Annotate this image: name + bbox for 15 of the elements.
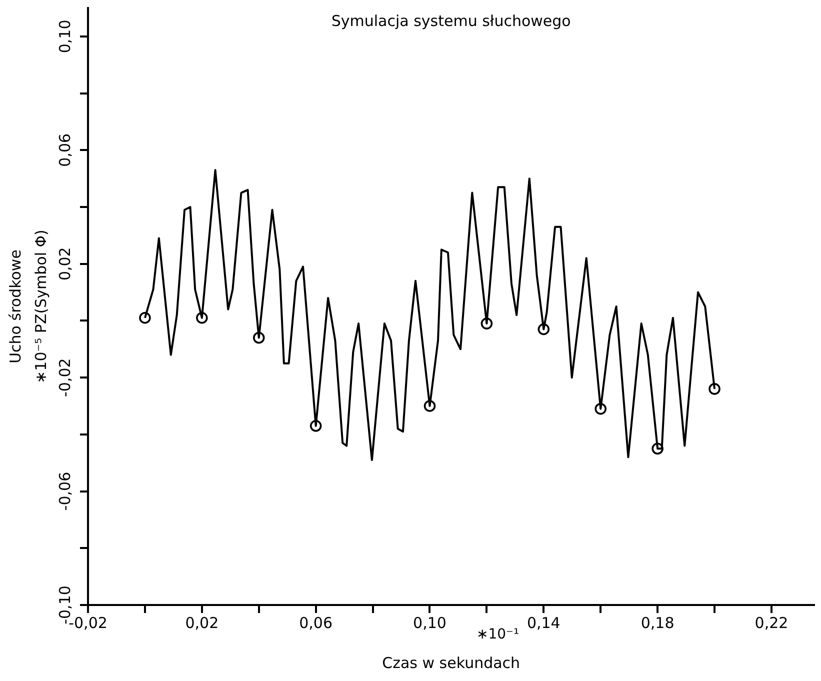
x-tick-label: 0,18	[640, 614, 674, 632]
x-tick-label: 0,02	[185, 614, 219, 632]
y-tick-label: 0,06	[56, 133, 74, 167]
y-tick-label: 0,02	[56, 247, 74, 281]
x-tick-label: 0,06	[299, 614, 333, 632]
x-tick-label: 0,14	[526, 614, 560, 632]
text: ∗10⁻¹	[476, 626, 520, 643]
y-tick-label: -0,02	[56, 358, 74, 397]
y-tick-label: 0,10	[56, 20, 74, 54]
x-tick-label: 0,22	[754, 614, 788, 632]
y-tick-label: -0,06	[56, 472, 74, 511]
y-axis-title: Ucho środkowe ∗10⁻⁵ PZ(Symbol Φ)	[6, 230, 50, 384]
x-tick-label: 0,10	[413, 614, 446, 632]
x-axis-title: Czas w sekundach	[382, 654, 520, 672]
chart-title: Symulacja systemu słuchowego	[331, 12, 571, 30]
